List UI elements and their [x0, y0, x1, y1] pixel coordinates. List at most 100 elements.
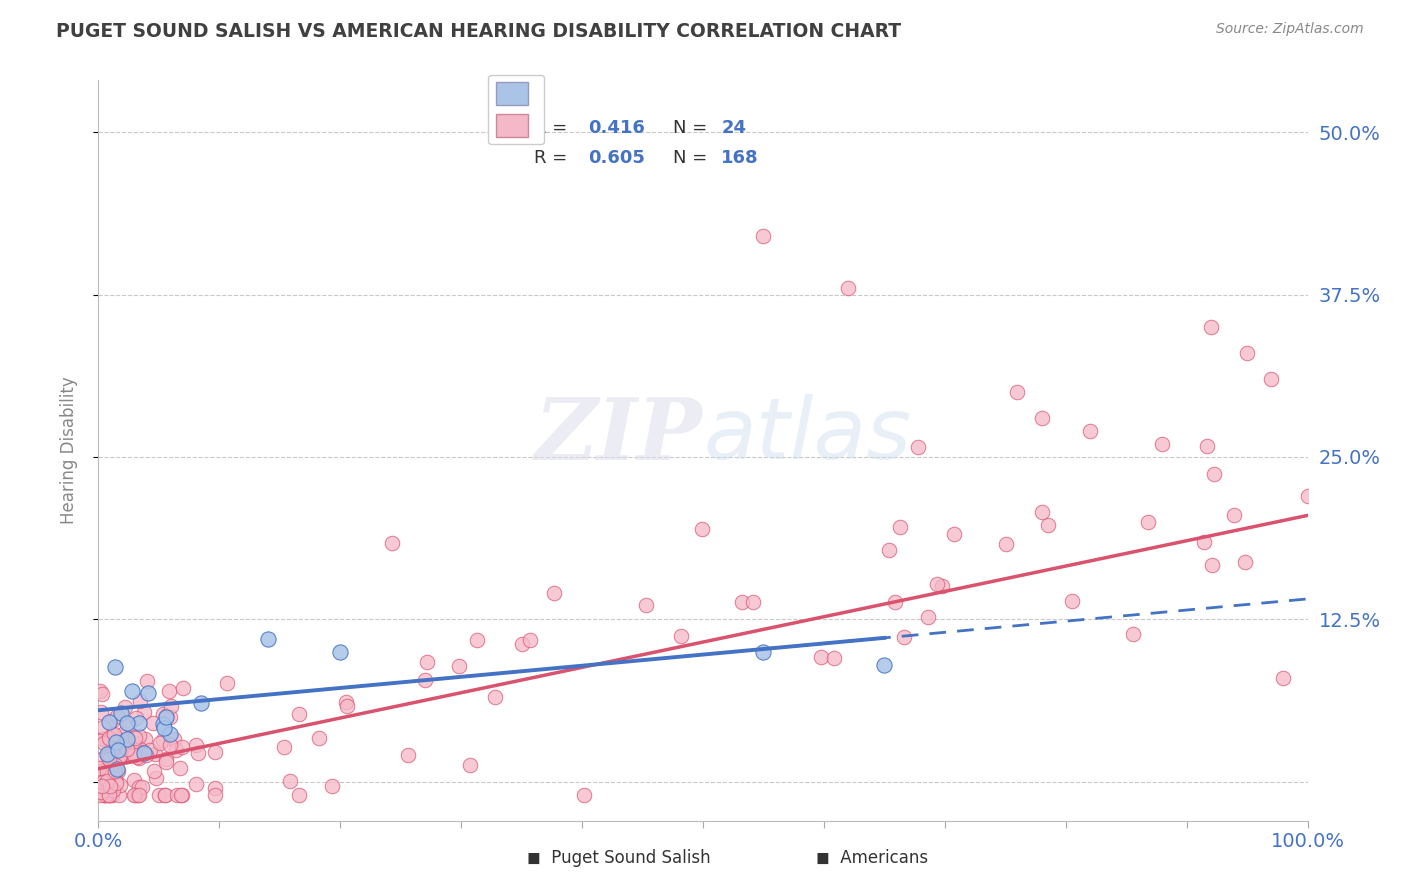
Point [101, 783, 124, 797]
Point [105, 773, 128, 788]
Point [131, 745, 153, 759]
Point [114, 743, 136, 757]
Point [90, 705, 112, 719]
Point [91, 786, 114, 800]
Point [115, 749, 138, 764]
Point [91, 752, 114, 766]
Point [142, 715, 165, 730]
Point [128, 716, 150, 731]
Point [103, 758, 125, 772]
Text: Source: ZipAtlas.com: Source: ZipAtlas.com [1216, 22, 1364, 37]
Point [122, 734, 145, 748]
Point [121, 683, 143, 698]
Point [256, 632, 278, 646]
Point [155, 755, 177, 769]
Point [752, 229, 775, 244]
Point [166, 788, 188, 802]
Point [335, 695, 357, 709]
Point [96, 748, 118, 763]
Point [321, 779, 343, 793]
Point [187, 747, 209, 761]
Point [731, 595, 754, 609]
Point [148, 788, 170, 802]
Point [1222, 508, 1244, 522]
Point [810, 649, 832, 664]
Point [101, 744, 124, 758]
Point [104, 764, 127, 778]
Point [96, 773, 118, 788]
Point [101, 788, 124, 802]
Point [1192, 535, 1215, 549]
Point [134, 732, 156, 747]
Point [837, 281, 859, 295]
Point [145, 771, 167, 785]
Point [89, 683, 111, 698]
Point [96, 733, 118, 747]
Point [122, 788, 145, 802]
Point [108, 750, 131, 764]
Point [90, 764, 112, 779]
Point [112, 725, 135, 739]
Point [172, 788, 194, 802]
Point [634, 599, 657, 613]
Point [184, 777, 207, 791]
Point [91, 732, 114, 747]
Point [204, 788, 226, 802]
Point [1136, 515, 1159, 529]
Point [89, 761, 111, 775]
Point [108, 779, 131, 793]
Point [93, 775, 115, 789]
Point [336, 698, 359, 713]
Point [101, 742, 124, 756]
Point [91, 720, 114, 734]
Point [118, 716, 141, 731]
Point [447, 658, 470, 673]
Point [149, 736, 172, 750]
Point [169, 761, 191, 775]
Point [1060, 593, 1083, 607]
Point [93, 788, 115, 802]
Point [96, 747, 118, 761]
Point [1234, 555, 1257, 569]
Point [543, 586, 565, 600]
Point [90, 686, 112, 700]
Point [1031, 505, 1053, 519]
Point [138, 743, 160, 757]
Point [413, 673, 436, 687]
Point [572, 788, 595, 802]
Point [163, 732, 186, 747]
Point [135, 748, 157, 763]
Point [172, 681, 194, 695]
Point [152, 706, 174, 721]
Point [97, 788, 120, 802]
Point [690, 522, 713, 536]
Point [152, 717, 174, 731]
Point [98, 788, 121, 802]
Point [93, 736, 115, 750]
Point [153, 788, 176, 802]
Point [107, 764, 129, 778]
Text: ◼  Puget Sound Salish: ◼ Puget Sound Salish [527, 849, 710, 867]
Text: atlas: atlas [703, 394, 911, 477]
Point [128, 780, 150, 794]
Point [101, 766, 124, 780]
Point [519, 632, 541, 647]
Point [108, 788, 131, 802]
Point [128, 693, 150, 707]
Point [107, 742, 129, 756]
Point [98, 732, 121, 747]
Point [143, 764, 166, 778]
Point [159, 699, 181, 714]
Point [90, 780, 112, 794]
Point [1078, 424, 1101, 438]
Point [97, 756, 120, 771]
Point [105, 709, 128, 723]
Point [132, 746, 155, 760]
Point [110, 748, 132, 763]
Point [278, 774, 301, 789]
Point [94, 788, 117, 802]
Point [1236, 346, 1258, 360]
Point [458, 758, 481, 772]
Point [823, 651, 845, 665]
Point [153, 788, 176, 802]
